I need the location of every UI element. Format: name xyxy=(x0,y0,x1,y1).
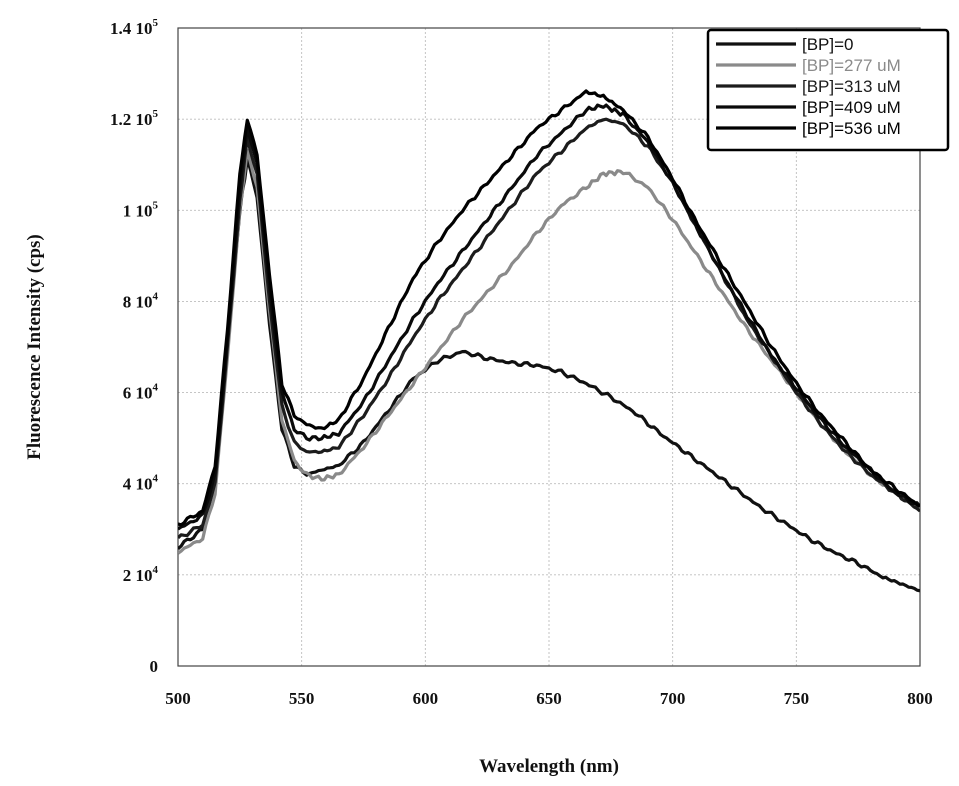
y-axis-label: Fluorescence Intensity (cps) xyxy=(24,234,45,460)
y-tick-label: 1 105 xyxy=(123,199,159,220)
legend-label: [BP]=313 uM xyxy=(802,77,901,96)
x-axis-label: Wavelength (nm) xyxy=(479,756,619,777)
y-tick-label: 4 104 xyxy=(123,473,159,494)
series-line-2 xyxy=(178,117,920,539)
y-tick-label: 1.4 105 xyxy=(110,17,159,38)
x-tick-label: 750 xyxy=(784,689,810,708)
x-axis-ticks: 500 550 600 650 700 750 800 xyxy=(165,689,933,708)
y-tick-label: 6 104 xyxy=(123,382,159,403)
legend-label: [BP]=536 uM xyxy=(802,119,901,138)
series-line-4 xyxy=(178,89,920,527)
x-tick-label: 800 xyxy=(907,689,933,708)
legend-label: [BP]=409 uM xyxy=(802,98,901,117)
x-tick-label: 650 xyxy=(536,689,562,708)
series-lines xyxy=(178,89,920,593)
legend-label: [BP]=277 uM xyxy=(802,56,901,75)
legend: [BP]=0 [BP]=277 uM [BP]=313 uM [BP]=409 uM [… xyxy=(706,28,950,152)
legend-box xyxy=(706,28,950,152)
x-tick-label: 500 xyxy=(165,689,191,708)
series-line-3 xyxy=(178,103,920,531)
x-tick-label: 550 xyxy=(289,689,315,708)
y-tick-label: 2 104 xyxy=(123,564,159,585)
x-tick-label: 600 xyxy=(413,689,439,708)
plot-frame xyxy=(177,27,921,667)
x-tick-label: 700 xyxy=(660,689,686,708)
y-tick-label: 0 xyxy=(150,657,159,676)
y-tick-label: 8 104 xyxy=(123,290,159,311)
y-axis-ticks: 0 2 104 4 104 6 104 8 104 1 105 1.2 105 1.4 105 xyxy=(110,17,159,676)
legend-label: [BP]=0 xyxy=(802,35,854,54)
y-tick-label: 1.2 105 xyxy=(110,108,159,129)
